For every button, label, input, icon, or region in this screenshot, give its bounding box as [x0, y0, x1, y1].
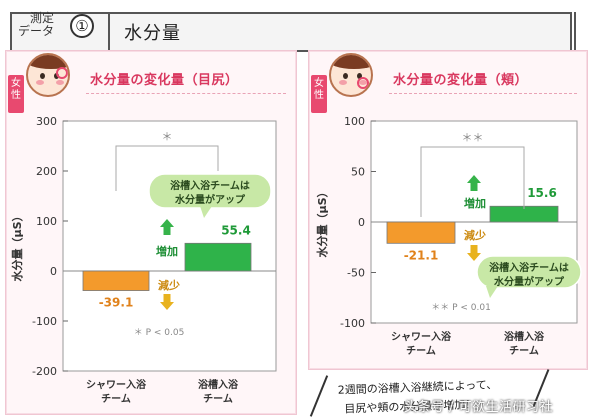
female-tag: 女性: [8, 75, 24, 113]
female-tag-text: 女性: [314, 78, 324, 101]
y-tick-label: 50: [351, 166, 365, 179]
p-value-note: ＊ P < 0.05: [134, 328, 185, 338]
header-label: 測定 データ: [18, 12, 68, 38]
decrease-label: 減少: [158, 278, 180, 292]
x-category-label: シャワー入浴: [86, 378, 147, 391]
x-category-label: 浴槽入浴: [504, 330, 545, 343]
decrease-arrow-icon: [160, 294, 174, 310]
bar-value-label: -21.1: [404, 248, 439, 262]
x-category-label: シャワー入浴: [391, 330, 452, 343]
header-divider: [108, 12, 110, 52]
y-tick-label: 100: [36, 215, 57, 228]
panel-head: 女性 水分量の変化量（頬）: [309, 51, 587, 113]
header-number: ①: [70, 14, 94, 38]
decrease-label: 減少: [464, 228, 486, 242]
header-box: [10, 12, 572, 52]
x-category-label: チーム: [101, 393, 131, 405]
panel-title-rule: [389, 93, 577, 94]
female-tag-text: 女性: [11, 78, 21, 101]
y-tick-label: 300: [36, 115, 57, 128]
y-tick-label: 100: [344, 115, 365, 128]
bar-shower-team: [386, 221, 456, 244]
callout-text: 浴槽入浴チームは: [170, 179, 250, 192]
y-tick-label: 0: [50, 265, 57, 278]
y-tick-label: 0: [358, 216, 365, 229]
bar-value-label: -39.1: [99, 296, 134, 310]
panel-head: 女性 水分量の変化量（目尻）: [6, 51, 296, 113]
header-title: 水分量: [124, 23, 181, 44]
header-label-line2: データ: [18, 24, 55, 38]
callout-bubble: [476, 255, 582, 289]
increase-arrow-icon: [160, 219, 174, 235]
chart-eye-corner: -200-1000100200300水分量（μS）-39.1シャワー入浴チーム5…: [10, 115, 277, 405]
y-tick-label: -50: [347, 267, 365, 280]
female-tag: 女性: [311, 75, 327, 113]
significance-bracket: [420, 146, 525, 217]
bar-value-label: 55.4: [221, 223, 251, 237]
y-axis-label: 水分量（μS）: [10, 210, 24, 281]
footer-slash-left: [309, 375, 329, 417]
header: 測定 データ ① 水分量: [0, 0, 590, 60]
panel-eye-corner: 女性 水分量の変化量（目尻） -200 -100 0 100 200 300 水分量（μS）…: [5, 50, 297, 415]
watermark: 头条号 / 可欲生活研习社: [404, 400, 554, 415]
panel-title: 水分量の変化量（目尻）: [90, 73, 239, 88]
callout-text: 浴槽入浴チームは: [489, 261, 569, 274]
bar-bath-team: [184, 242, 252, 272]
increase-arrow-icon: [467, 175, 481, 191]
callout-pointer: [200, 206, 212, 218]
panel-title: 水分量の変化量（頬）: [393, 73, 529, 88]
increase-label: 増加: [464, 196, 486, 210]
panel-cheek: 女性 水分量の変化量（頬） -100 -50 0 50 100 水分量（μS） -21.1 シ…: [308, 50, 588, 370]
y-axis-label: 水分量（μS）: [315, 186, 329, 257]
x-category-label: チーム: [406, 345, 436, 357]
decrease-arrow-icon: [467, 245, 481, 261]
significance-bracket: [115, 145, 219, 191]
x-category-label: 浴槽入浴: [198, 378, 239, 391]
woman-face-icon: [26, 53, 70, 97]
header-label-line1: 測定: [30, 11, 55, 25]
woman-face-icon: [329, 53, 373, 97]
bar-value-label: 15.6: [527, 186, 557, 200]
x-category-label: チーム: [203, 393, 233, 405]
y-tick-label: -100: [32, 315, 57, 328]
callout-pointer: [486, 286, 498, 298]
callout-text: 水分量がアップ: [174, 193, 246, 206]
y-tick-label: -100: [340, 317, 365, 330]
header-tail: [574, 12, 584, 52]
y-tick-label: -200: [32, 365, 57, 378]
significance-mark: ＊＊: [462, 131, 484, 144]
panel-title-rule: [86, 93, 286, 94]
significance-mark: ＊: [162, 130, 173, 143]
y-tick-label: 200: [36, 165, 57, 178]
bar-shower-team: [82, 270, 150, 291]
callout-text: 水分量がアップ: [493, 275, 565, 288]
x-category-label: チーム: [509, 345, 539, 357]
increase-label: 増加: [156, 244, 178, 258]
p-value-note: ＊＊ P < 0.01: [431, 303, 491, 313]
